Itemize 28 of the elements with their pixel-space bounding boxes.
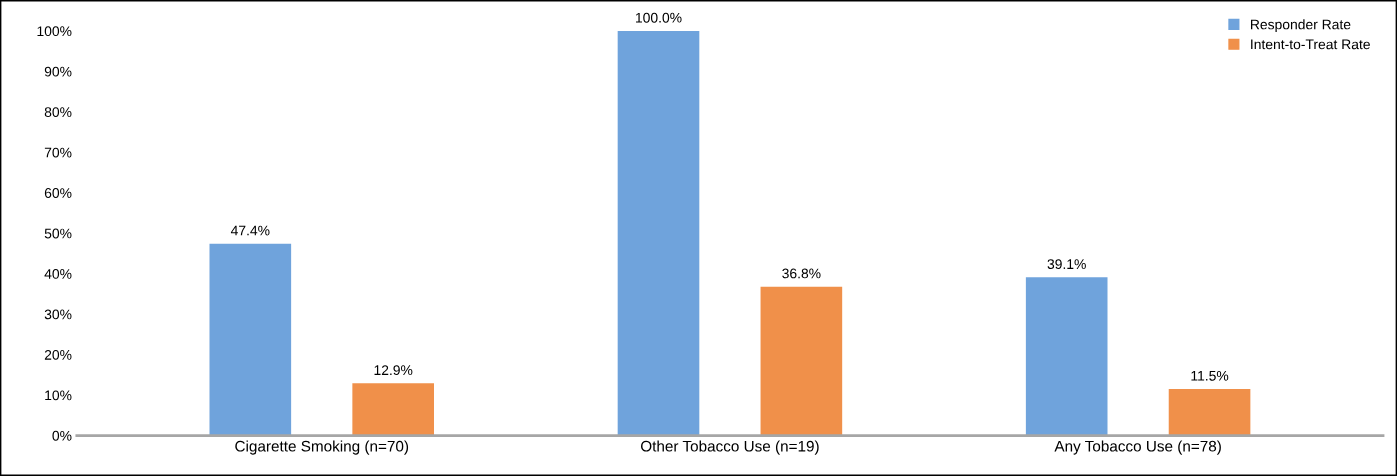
- y-tick-label: 0%: [52, 430, 72, 441]
- bar: [1025, 277, 1108, 436]
- y-tick-label: 10%: [45, 390, 72, 401]
- bar: [617, 30, 700, 436]
- data-label: 39.1%: [1047, 259, 1086, 270]
- x-tick-label: Any Tobacco Use (n=78): [1054, 440, 1221, 455]
- y-tick-label: 80%: [44, 107, 72, 118]
- data-label: 100.0%: [636, 12, 682, 23]
- y-tick-label: 50%: [44, 228, 72, 239]
- y-tick-label: 70%: [44, 147, 72, 158]
- legend-label: Responder Rate: [1251, 19, 1351, 33]
- bar: [760, 286, 843, 436]
- y-tick-label: 40%: [44, 269, 72, 279]
- x-tick-label: Cigarette Smoking (n=70): [235, 440, 409, 455]
- bar: [209, 243, 292, 436]
- y-tick-label: 90%: [44, 66, 72, 77]
- bar: [1168, 389, 1251, 436]
- x-tick-label: Other Tobacco Use (n=19): [641, 440, 819, 455]
- data-label: 47.4%: [230, 225, 270, 236]
- y-tick-label: 60%: [44, 188, 72, 198]
- y-tick-label: 20%: [44, 349, 72, 360]
- y-tick-label: 100%: [37, 26, 72, 37]
- legend-label: Intent-to-Treat Rate: [1251, 39, 1370, 50]
- data-label: 11.5%: [1191, 370, 1229, 381]
- data-label: 12.9%: [374, 365, 413, 376]
- bar: [352, 383, 434, 436]
- y-tick-label: 30%: [44, 309, 72, 320]
- data-label: 36.8%: [782, 268, 821, 279]
